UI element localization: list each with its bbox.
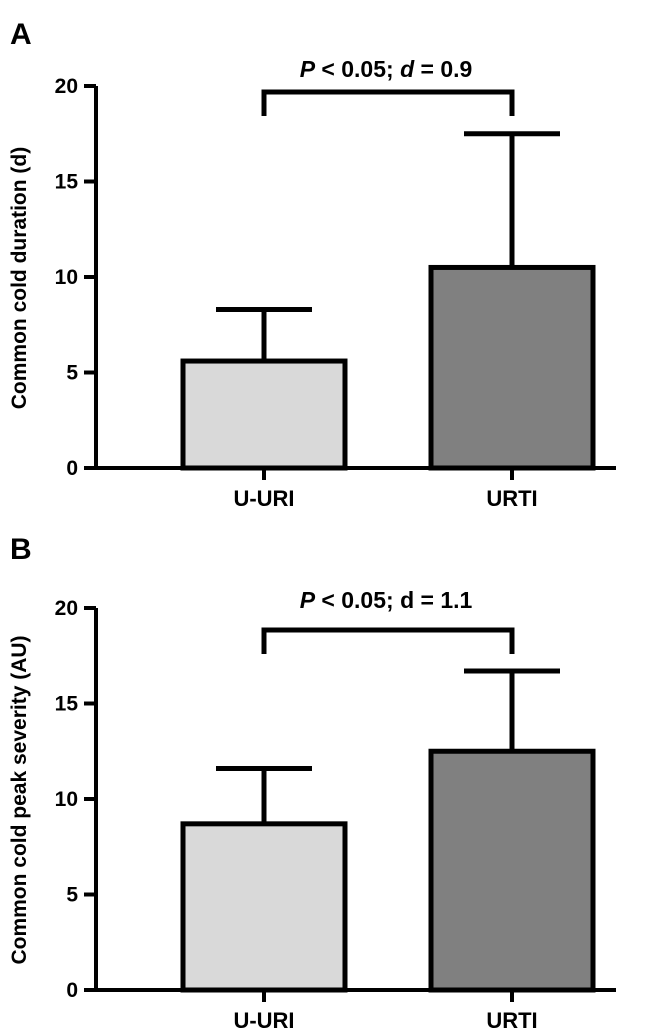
p-symbol: P: [300, 56, 316, 82]
bar-urti: [428, 264, 596, 471]
panel-a: A Common cold duration (d) P < 0.05; d =…: [8, 18, 616, 511]
plot-area: 0 5 10 15 20 U-URI URTI: [55, 597, 616, 1033]
y-axis-label: Common cold duration (d): [8, 147, 31, 409]
significance-bracket: [261, 89, 515, 116]
panel-letter: B: [10, 533, 32, 566]
x-tick-label: URTI: [486, 486, 537, 511]
p-symbol: P: [300, 587, 316, 613]
y-tick-label: 0: [66, 457, 78, 480]
significance-label: P < 0.05; d = 1.1: [300, 587, 473, 613]
y-tick-label: 15: [55, 693, 79, 716]
d-symbol: d: [400, 56, 415, 82]
x-tick-label: U-URI: [233, 486, 294, 511]
y-tick-label: 5: [66, 884, 78, 907]
y-tick-label: 20: [55, 597, 78, 620]
bar-urti: [428, 748, 596, 993]
p-value-text: < 0.05;: [315, 56, 400, 82]
bar-u-uri: [180, 821, 348, 993]
p-value-text: < 0.05;: [315, 587, 400, 613]
plot-area: 0 5 10 15 20 U-URI URTI: [55, 75, 616, 511]
significance-label: P < 0.05; d = 0.9: [300, 56, 473, 82]
y-tick-label: 15: [55, 171, 79, 194]
y-tick-label: 10: [55, 788, 78, 811]
panel-letter: A: [10, 18, 32, 51]
bar-u-uri: [180, 358, 348, 471]
x-tick-label: URTI: [486, 1008, 537, 1033]
y-tick-label: 20: [55, 75, 78, 98]
effect-size-text: d = 1.1: [400, 587, 472, 613]
panel-b: B Common cold peak severity (AU) P < 0.0…: [8, 533, 616, 1033]
effect-size-text: = 0.9: [414, 56, 472, 82]
y-tick-label: 0: [66, 979, 78, 1002]
y-tick-label: 10: [55, 266, 78, 289]
y-axis-label: Common cold peak severity (AU): [8, 635, 31, 964]
x-tick-label: U-URI: [233, 1008, 294, 1033]
y-tick-label: 5: [66, 362, 78, 385]
significance-bracket: [261, 627, 515, 654]
